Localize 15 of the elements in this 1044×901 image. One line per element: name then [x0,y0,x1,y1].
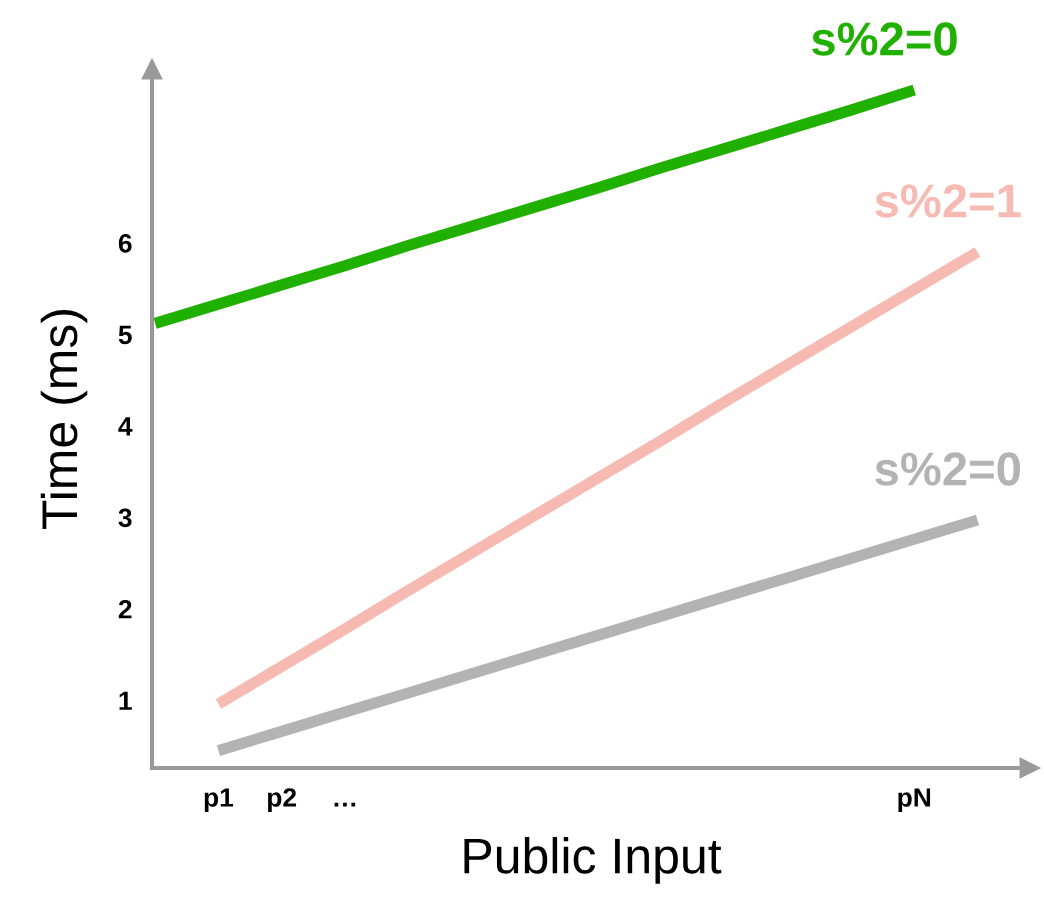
y-axis-title: Time (ms) [40,310,88,529]
x-tick-label: p1 [204,788,234,813]
x-tick-label: p2 [268,788,297,813]
y-tick-label: 3 [118,508,132,528]
y-tick-label: 6 [118,233,132,253]
y-tick-label: 1 [119,691,132,710]
series-label: s%2=0 [811,22,957,56]
y-tick-label: 4 [118,417,133,436]
x-tick-label: … [334,802,356,807]
y-tick-label: 5 [118,325,132,345]
y-tick-label: 2 [118,599,132,619]
x-tick-label: pN [898,788,931,813]
series-label: s%2=0 [875,452,1021,486]
series-label: s%2=1 [875,184,1021,218]
x-axis-title: Public Input [464,837,722,884]
